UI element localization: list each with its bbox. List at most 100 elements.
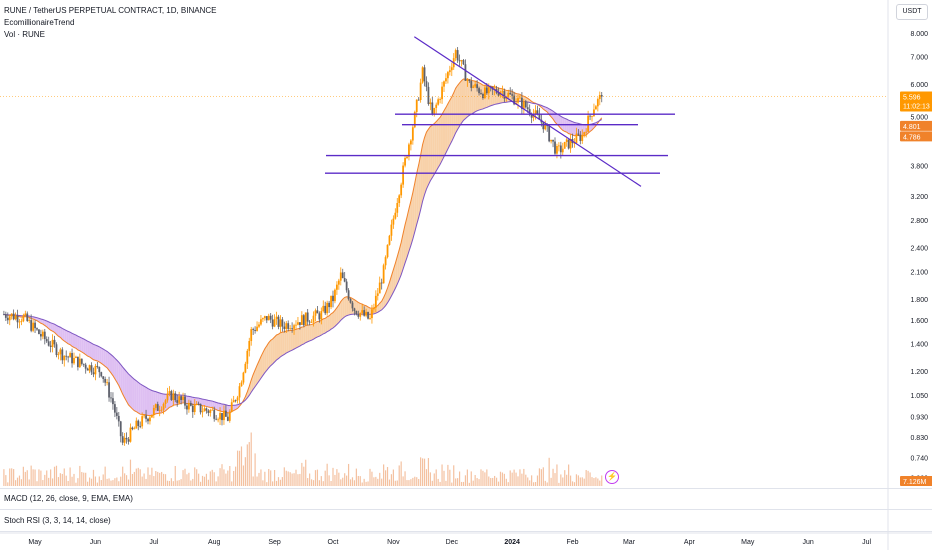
volume-bar <box>53 466 56 486</box>
volume-bar <box>5 475 7 486</box>
volume-bar <box>145 478 147 486</box>
candle-body <box>374 295 377 308</box>
candle-body <box>92 372 95 375</box>
candle-body <box>246 350 249 364</box>
volume-bar <box>552 468 554 486</box>
volume-bar <box>116 477 118 486</box>
trend-band-segment <box>418 155 421 218</box>
volume-bar <box>595 477 597 486</box>
volume-bar <box>141 476 143 486</box>
candle-body <box>96 365 99 367</box>
x-tick-label: Oct <box>328 539 339 546</box>
trend-band-segment <box>459 80 462 127</box>
trend-band-segment <box>99 346 102 364</box>
indicator-trend-label[interactable]: EcomillionaireTrend <box>4 18 75 27</box>
pane-separator[interactable] <box>0 531 932 532</box>
pane-separator[interactable] <box>0 488 932 489</box>
volume-bar <box>347 463 350 486</box>
indicator-volume-label[interactable]: Vol · RUNE <box>4 30 45 39</box>
volume-bar <box>14 480 17 486</box>
volume-bar <box>457 478 459 486</box>
volume-bar <box>575 474 578 486</box>
candle-body <box>386 244 389 258</box>
trend-band-segment <box>132 377 135 411</box>
candle-body <box>78 358 81 368</box>
volume-bar <box>170 478 172 486</box>
macd-label[interactable]: MACD (12, 26, close, 9, EMA, EMA) <box>4 494 133 503</box>
trend-band-segment <box>329 313 332 331</box>
trend-band-segment <box>420 144 423 210</box>
pane-separator[interactable] <box>0 509 932 510</box>
volume-bar <box>519 469 521 486</box>
candle-body <box>223 410 225 421</box>
candle-body <box>579 134 582 141</box>
volume-bar <box>334 474 336 486</box>
candle-body <box>575 133 578 144</box>
candle-body <box>593 109 595 117</box>
candle-body <box>355 310 358 315</box>
candle-body <box>519 97 521 99</box>
trend-band-segment <box>79 337 82 353</box>
volume-bar <box>593 478 595 486</box>
candle-body <box>552 139 554 142</box>
volume-bar <box>279 479 282 486</box>
volume-bar <box>118 481 120 486</box>
volume-bar <box>536 475 539 486</box>
trend-band-segment <box>264 345 267 373</box>
candle-body <box>203 408 206 412</box>
trend-band-segment <box>527 98 530 103</box>
candle-body <box>478 88 480 94</box>
volume-bar <box>390 474 393 486</box>
volume-bar <box>102 474 104 486</box>
x-tick-label: Mar <box>623 539 636 546</box>
candle-body <box>283 326 286 330</box>
candle-body <box>548 126 551 142</box>
candle-body <box>563 141 566 149</box>
candle-body <box>228 411 231 421</box>
price-badge-text: 11:02:13 <box>903 104 930 111</box>
x-tick-label: Jun <box>803 539 814 546</box>
volume-bar <box>392 469 394 486</box>
currency-button[interactable]: USDT <box>896 4 928 20</box>
candle-body <box>406 156 408 159</box>
volume-bar <box>482 470 484 486</box>
trend-band-segment <box>206 399 209 408</box>
x-tick-label: Sep <box>268 539 281 546</box>
candle-body <box>180 396 183 400</box>
volume-bar <box>466 469 468 486</box>
candle-body <box>396 202 399 213</box>
trend-band-segment <box>434 121 437 175</box>
candle-body <box>47 341 50 346</box>
candle-body <box>482 94 484 99</box>
lightning-icon[interactable]: ⚡ <box>605 470 619 484</box>
trend-band-segment <box>523 96 526 102</box>
volume-bar <box>386 467 389 486</box>
volume-bar <box>50 469 52 486</box>
stoch-rsi-label[interactable]: Stoch RSI (3, 3, 14, 14, close) <box>4 516 111 525</box>
candle-body <box>583 132 586 135</box>
volume-bar <box>77 478 79 486</box>
candle-body <box>38 329 40 335</box>
volume-bar <box>73 473 75 486</box>
volume-bar <box>9 468 11 486</box>
volume-bar <box>591 477 593 486</box>
candle-body <box>20 321 23 322</box>
candle-body <box>26 313 29 321</box>
trend-band-segment <box>95 345 98 361</box>
candle-body <box>150 414 153 418</box>
ema-fast-badge-text: 4.801 <box>903 124 921 131</box>
volume-bar <box>369 468 371 486</box>
volume-bar <box>281 477 283 486</box>
trend-band-segment <box>64 329 67 343</box>
candle-body <box>497 92 500 96</box>
volume-bar <box>87 481 89 486</box>
candle-body <box>382 265 385 284</box>
candle-body <box>119 421 122 437</box>
volume-bar <box>256 476 258 486</box>
trend-band-segment <box>471 80 474 115</box>
candle-body <box>507 92 510 97</box>
candle-body <box>421 67 424 83</box>
candle-body <box>487 86 490 94</box>
volume-bar <box>106 478 108 486</box>
